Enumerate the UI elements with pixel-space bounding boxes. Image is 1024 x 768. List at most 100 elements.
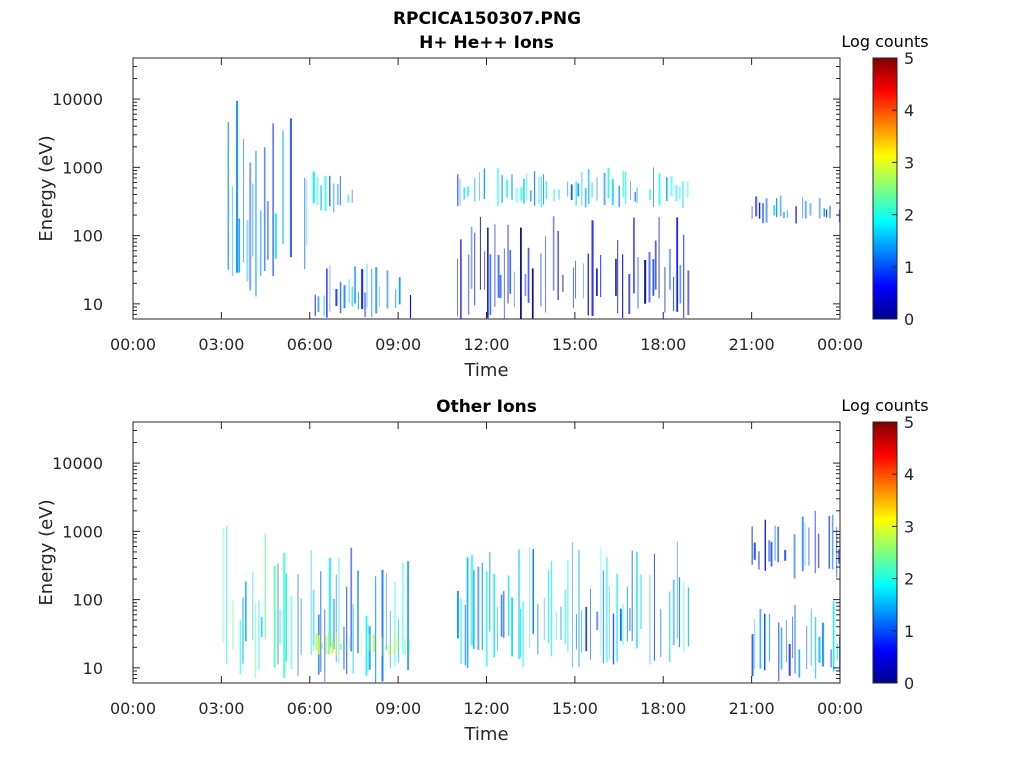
data-streak — [675, 184, 678, 202]
data-streak — [795, 206, 797, 224]
data-streak — [596, 611, 599, 631]
data-streak — [538, 176, 540, 205]
data-streak — [626, 586, 628, 642]
x-tick-label: 15:00 — [552, 335, 598, 354]
y-tick-label: 10000 — [52, 90, 103, 109]
data-streak — [654, 240, 657, 290]
data-streak — [274, 213, 277, 259]
data-streak — [583, 263, 584, 299]
data-streak — [683, 234, 685, 319]
data-streak — [687, 587, 690, 647]
data-streak — [649, 575, 651, 665]
data-streak — [555, 612, 557, 641]
data-streak — [300, 598, 302, 656]
data-streak — [409, 295, 412, 319]
data-streak — [467, 254, 470, 315]
data-streak — [672, 579, 675, 646]
y-tick-label: 1000 — [62, 158, 103, 177]
data-streak — [252, 571, 254, 640]
data-streak — [331, 641, 334, 653]
data-band — [457, 541, 690, 668]
data-streak — [368, 633, 371, 651]
colorbar-tick-label: 0 — [904, 674, 914, 693]
data-streak — [497, 168, 499, 207]
data-streak — [236, 101, 239, 273]
data-streak — [497, 255, 500, 298]
data-streak — [823, 208, 826, 217]
colorbar-gradient — [872, 421, 898, 684]
data-streak — [676, 541, 678, 639]
data-streak — [553, 189, 555, 202]
data-streak — [764, 613, 766, 671]
data-streak — [297, 574, 299, 676]
data-streak — [609, 587, 610, 660]
data-streak — [653, 167, 654, 207]
colorbar-tick-label: 3 — [904, 153, 914, 172]
data-streak — [381, 637, 383, 656]
data-streak — [473, 178, 476, 202]
data-band — [312, 171, 353, 213]
data-streak — [252, 183, 254, 257]
colorbar-tick-label: 1 — [904, 258, 914, 277]
data-streak — [607, 167, 610, 199]
data-streak — [603, 172, 606, 206]
spectrogram-data — [222, 510, 840, 683]
data-streak — [324, 609, 326, 682]
data-streak — [338, 557, 340, 664]
colorbar-tick-label: 1 — [904, 622, 914, 641]
data-streak — [385, 573, 387, 650]
data-streak — [780, 627, 783, 670]
data-streak — [260, 617, 263, 637]
data-streak — [649, 189, 652, 201]
y-axis-label: Energy (eV) — [36, 135, 57, 241]
data-streak — [681, 181, 684, 209]
data-streak — [560, 606, 562, 640]
data-band — [457, 216, 690, 319]
data-streak — [320, 185, 322, 211]
data-streak — [351, 189, 353, 203]
data-streak — [273, 565, 276, 668]
y-tick-label: 10000 — [52, 454, 103, 473]
data-streak — [818, 198, 821, 219]
data-streak — [557, 231, 559, 300]
data-streak — [328, 557, 331, 647]
data-streak — [686, 180, 689, 198]
data-streak — [773, 205, 776, 216]
data-streak — [670, 176, 673, 197]
data-streak — [283, 552, 286, 678]
data-streak — [631, 550, 633, 641]
data-streak — [347, 195, 350, 203]
data-streak — [263, 147, 266, 272]
panel-title: Other Ions — [436, 397, 537, 417]
data-streak — [357, 570, 359, 654]
data-streak — [802, 197, 803, 219]
data-streak — [463, 187, 466, 200]
data-streak — [364, 292, 367, 318]
data-streak — [572, 267, 574, 308]
data-streak — [520, 187, 523, 201]
data-streak — [612, 613, 615, 665]
data-streak — [778, 622, 780, 682]
data-streak — [526, 173, 528, 200]
x-tick-label: 18:00 — [640, 699, 686, 718]
data-streak — [344, 644, 347, 652]
data-streak — [633, 217, 635, 294]
colorbar-tick-label: 4 — [904, 101, 914, 120]
data-streak — [325, 635, 327, 655]
x-tick-label: 21:00 — [729, 335, 775, 354]
colorbar-label: Log counts — [841, 396, 928, 415]
x-tick-label: 00:00 — [110, 699, 156, 718]
data-streak — [272, 123, 274, 277]
data-streak — [821, 622, 825, 667]
data-streak — [470, 226, 473, 289]
y-tick-label: 10 — [83, 295, 103, 314]
data-streak — [776, 198, 778, 218]
x-tick-label: 09:00 — [375, 699, 421, 718]
data-streak — [389, 611, 391, 669]
data-streak — [606, 556, 608, 663]
data-streak — [511, 597, 513, 657]
data-streak — [581, 172, 583, 206]
data-streak — [255, 151, 257, 297]
